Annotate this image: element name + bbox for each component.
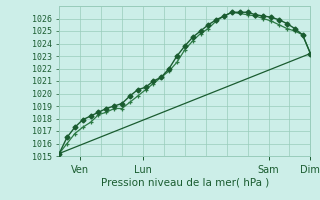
- X-axis label: Pression niveau de la mer( hPa ): Pression niveau de la mer( hPa ): [101, 178, 269, 188]
